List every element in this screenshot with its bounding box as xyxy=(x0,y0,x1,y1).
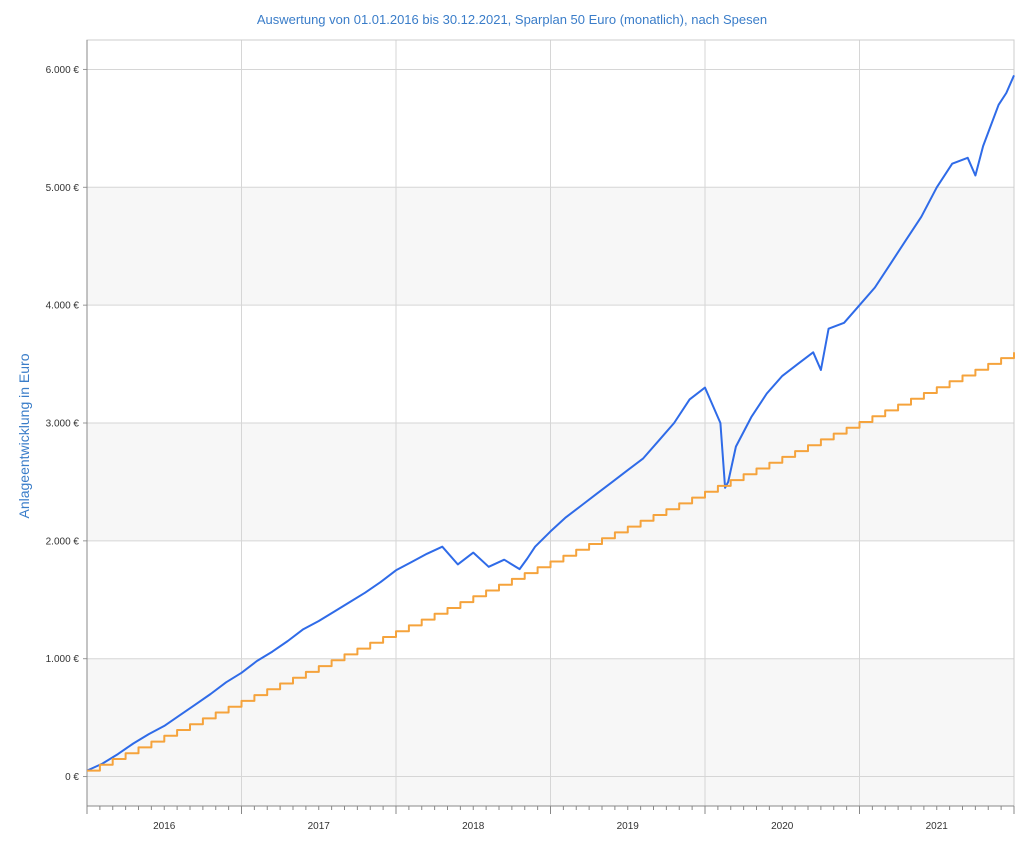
y-tick-label: 1.000 € xyxy=(46,654,80,665)
x-tick-label: 2020 xyxy=(771,821,794,832)
x-tick-label: 2017 xyxy=(308,821,331,832)
chart-title: Auswertung von 01.01.2016 bis 30.12.2021… xyxy=(256,12,768,27)
series-line-1 xyxy=(86,74,1015,772)
x-tick-label: 2021 xyxy=(926,821,949,832)
x-tick-label: 2018 xyxy=(462,821,485,832)
series-layer xyxy=(86,74,1015,772)
tick-labels: 0 € 1.000 € 2.000 € 3.000 € 4.000 € 5.000 € 6.… xyxy=(46,65,949,832)
y-tick-label: 0 € xyxy=(65,772,79,783)
series-line-2 xyxy=(87,352,1015,772)
y-tick-label: 4.000 € xyxy=(46,301,80,312)
y-tick-label: 3.000 € xyxy=(46,419,80,430)
y-tick-label: 2.000 € xyxy=(46,536,80,547)
x-tick-label: 2019 xyxy=(617,821,640,832)
y-tick-label: 6.000 € xyxy=(46,65,80,76)
x-tick-label: 2016 xyxy=(153,821,176,832)
axes xyxy=(83,39,1015,814)
y-tick-label: 5.000 € xyxy=(46,183,80,194)
